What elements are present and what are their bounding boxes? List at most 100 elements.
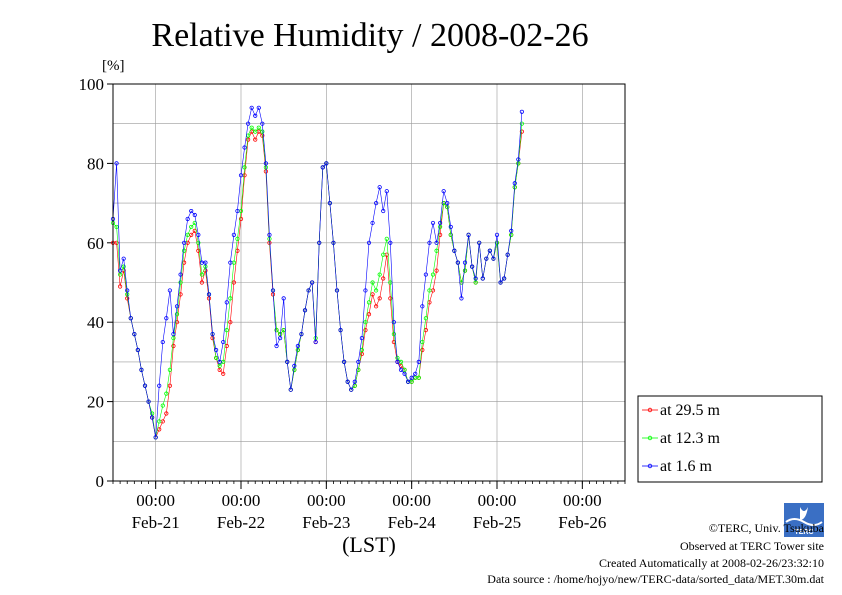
data-point [398,367,404,372]
data-point [217,367,222,372]
data-point [196,248,201,253]
data-point [487,248,492,253]
x-tick-time: 00:00 [307,491,346,510]
data-point [171,343,176,349]
data-point [238,216,244,222]
data-point [185,232,190,237]
data-point [516,157,521,162]
x-tick-time: 00:00 [392,491,431,510]
data-point [270,288,276,293]
data-point [118,284,123,289]
data-point [267,232,272,237]
data-point [203,260,208,265]
data-point [349,387,354,392]
series-at-1-6-m [110,105,524,440]
data-point [199,272,204,277]
data-source-text: Data source : /home/hojyo/new/TERC-data/… [487,572,824,586]
data-point [253,113,258,118]
data-point [498,280,503,285]
data-point [516,161,521,166]
data-point [178,272,183,277]
data-point [238,173,244,178]
data-point [455,260,460,265]
data-point [150,415,155,420]
data-point [242,145,247,150]
data-point [370,292,375,297]
data-point [448,232,453,237]
data-point [374,288,379,293]
data-point [189,208,194,214]
data-point [473,276,478,281]
data-point [189,224,194,230]
x-axis-label: (LST) [342,532,396,557]
data-point [274,343,279,349]
data-point [366,300,372,305]
data-point [377,296,382,301]
data-point [459,296,464,301]
data-point [391,320,396,325]
legend-marker [647,435,653,441]
data-point [235,208,240,214]
data-point [374,304,379,309]
data-point [157,419,162,424]
data-point [160,339,165,345]
data-point [260,129,265,134]
data-point [125,296,130,301]
data-point [292,367,297,372]
data-point [441,189,446,194]
data-point [313,339,318,345]
data-point [182,260,187,265]
data-point [278,335,283,341]
x-tick-date: Feb-21 [132,513,180,532]
data-point [505,252,510,257]
data-point [374,201,379,206]
legend-label: at 29.5 m [660,402,721,419]
legend-label: at 1.6 m [660,458,713,475]
data-point [253,137,258,142]
data-point [164,391,169,396]
data-point [246,121,251,126]
logo-text: TERC [794,529,813,536]
data-point [295,343,300,349]
data-point [178,280,183,285]
data-point [423,272,428,277]
data-point [445,204,450,210]
data-point [502,276,507,281]
data-point [434,248,439,253]
data-point [406,379,411,384]
data-point [256,105,261,110]
copyright-text: ©TERC, Univ. Tsukuba [709,521,825,535]
data-point [327,201,332,206]
data-point [334,288,340,293]
data-point [512,181,517,186]
data-point [153,435,158,440]
data-point [491,256,496,261]
grid-lines [113,84,625,481]
data-point [164,411,169,416]
data-point [253,129,258,134]
data-point [388,240,393,245]
data-point [402,371,407,376]
data-point [395,359,400,364]
data-point [317,240,322,245]
data-point [434,268,439,273]
data-point [320,165,325,170]
x-tick-date: Feb-26 [558,513,606,532]
data-point [274,328,279,333]
data-point [192,212,197,218]
data-point [363,328,368,333]
data-point [174,304,180,309]
data-point [470,264,475,269]
data-point [331,240,336,245]
data-point [299,332,304,337]
x-tick-date: Feb-25 [473,513,521,532]
data-point [217,359,222,364]
data-point [438,232,443,237]
data-point [281,296,286,301]
data-point [438,220,443,226]
data-point [228,320,233,325]
wave-icon [785,518,823,526]
data-point [228,260,233,265]
legend-box [637,395,823,483]
data-point [359,351,364,357]
